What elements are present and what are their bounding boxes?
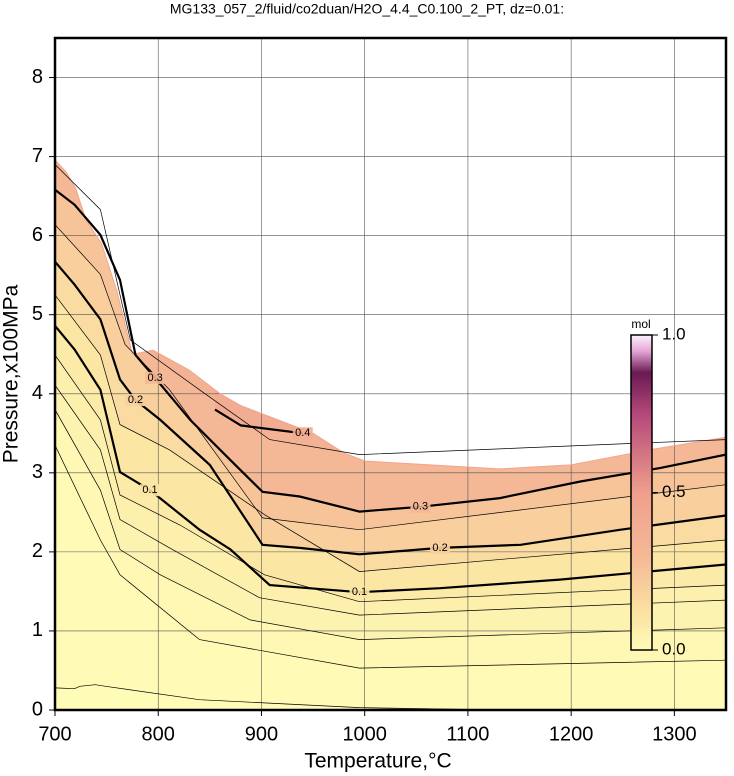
contour-line	[55, 325, 726, 594]
y-tick-label: 5	[32, 303, 43, 325]
contour-line	[55, 384, 726, 616]
y-tick-label: 2	[32, 540, 43, 562]
colorbar-tick-label: 0.5	[662, 482, 686, 501]
x-tick-label: 800	[142, 723, 175, 745]
x-tick-label: 1000	[342, 723, 387, 745]
colorbar-tick-label: 0.0	[662, 639, 686, 658]
contour-label: 0.3	[147, 372, 162, 384]
plot-frame	[53, 36, 728, 712]
axes-layer: 700 800 900 1000 1100 1200 1300 0 1 2 3 4 5 6 7 8 0.0 0.5…	[32, 36, 728, 745]
y-axis-title: Pressure,x100MPa	[0, 284, 23, 463]
x-tick-label: 1300	[652, 723, 697, 745]
y-tick-label: 6	[32, 224, 43, 246]
colorbar	[630, 334, 653, 651]
contour-line	[55, 294, 726, 572]
colorbar-label: mol	[631, 317, 650, 331]
y-tick-label: 3	[32, 461, 43, 483]
contour-line	[55, 224, 726, 531]
contour-line	[55, 445, 726, 669]
x-axis-title: Temperature,°C	[304, 750, 451, 773]
colorbar-tick-label: 1.0	[662, 324, 686, 343]
contour-line	[55, 409, 726, 640]
contour-label: 0.3	[413, 501, 428, 513]
contour-line	[55, 164, 726, 455]
contour-layer: 0.1 0.1 0.2 0.2 0.3 0.3 0.4	[55, 159, 726, 710]
y-tick-label: 8	[32, 66, 43, 88]
y-tick-label: 1	[32, 619, 43, 641]
contour-line	[55, 260, 726, 556]
contour-line	[214, 408, 303, 435]
contour-label: 0.2	[128, 394, 143, 406]
extent-edge	[55, 159, 726, 470]
contour-label: 0.2	[432, 542, 447, 554]
contour-line	[55, 188, 726, 513]
x-tick-label: 700	[38, 723, 71, 745]
contour-label: 0.1	[352, 586, 367, 598]
y-tick-label: 0	[32, 698, 43, 720]
contour-label: 0.1	[142, 484, 157, 496]
x-tick-label: 1200	[549, 723, 594, 745]
y-tick-label: 7	[32, 145, 43, 167]
x-tick-label: 1100	[446, 723, 489, 745]
y-tick-label: 4	[32, 382, 43, 404]
x-tick-label: 900	[245, 723, 278, 745]
contour-line	[55, 354, 726, 603]
contour-label: 0.4	[295, 427, 310, 439]
chart-title: MG133_057_2/fluid/co2duan/H2O_4.4_C0.100…	[170, 1, 564, 17]
